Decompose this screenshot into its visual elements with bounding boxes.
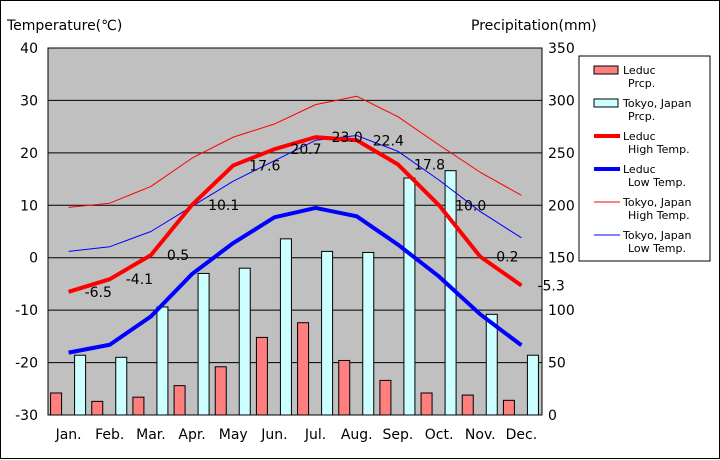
temp-line (68, 135, 522, 252)
right-tick-label: 350 (548, 41, 575, 57)
left-tick-label: 40 (20, 41, 38, 57)
left-tick-label: -10 (15, 303, 38, 319)
x-tick-label: Jun. (260, 427, 287, 443)
legend-label: Low Temp. (628, 176, 686, 189)
right-tick-label: 300 (548, 93, 575, 109)
precip-bar (297, 322, 310, 416)
precip-bar (461, 394, 474, 416)
right-tick-label: 150 (548, 251, 575, 267)
precip-bar (403, 177, 416, 416)
legend-label: High Temp. (628, 209, 690, 222)
precip-bar (485, 313, 498, 416)
left-tick-label: 0 (29, 251, 38, 267)
data-label: 23.0 (332, 130, 363, 146)
precip-bar (50, 392, 63, 416)
x-tick-label: Dec. (506, 427, 538, 443)
left-tick-label: 10 (20, 198, 38, 214)
precip-bar (214, 366, 227, 416)
data-label: 10.0 (455, 198, 486, 214)
legend-label: Tokyo, Japan (622, 229, 691, 242)
x-tick-label: Nov. (465, 427, 496, 443)
legend-label: Leduc (623, 130, 656, 143)
data-labels-group: -6.5 -4.1 0.5 10.1 17.6 20.7 23.0 22.4 17.8 10.0 0… (85, 130, 565, 301)
data-label: 0.5 (167, 248, 189, 264)
temp-line (68, 95, 522, 208)
left-tick-label: 30 (20, 93, 38, 109)
precip-bar (156, 306, 169, 416)
legend-box (578, 55, 711, 262)
precip-bar (420, 392, 433, 416)
x-tick-label: Oct. (425, 427, 454, 443)
legend-label: Prcp. (628, 77, 655, 90)
precip-bar (502, 399, 515, 416)
legend-label: High Temp. (628, 143, 690, 156)
x-tick-label: May (219, 427, 248, 443)
precip-bar (526, 354, 539, 416)
temp-line (67, 135, 523, 294)
precip-bar (279, 238, 292, 416)
precip-bar (379, 379, 392, 416)
precip-bar (132, 396, 145, 416)
x-tick-label: Apr. (178, 427, 205, 443)
bars-group (50, 170, 539, 416)
precip-bar (74, 354, 87, 416)
data-label: 22.4 (373, 133, 404, 149)
left-axis-title: Temperature(℃) (6, 18, 122, 34)
legend-swatch (593, 98, 619, 108)
grid-lines (48, 99, 542, 364)
precip-bar (338, 359, 351, 416)
data-label: -5.3 (537, 279, 564, 295)
legend-swatch (593, 65, 619, 75)
precip-bar (115, 356, 128, 416)
precip-bar (197, 272, 210, 416)
data-label: 17.6 (249, 158, 280, 174)
legend-label: Leduc (623, 163, 656, 176)
data-label: 0.2 (496, 250, 518, 266)
precip-bar (362, 251, 375, 416)
legend-label: Tokyo, Japan (622, 196, 691, 209)
legend-label: Prcp. (628, 110, 655, 123)
right-tick-label: 200 (548, 198, 575, 214)
legend-label: Leduc (623, 64, 656, 77)
x-tick-label: Feb. (95, 427, 124, 443)
precip-bar (91, 400, 104, 416)
x-tick-label: Jul. (304, 427, 326, 443)
precip-bar (255, 336, 268, 416)
x-tick-label: Jan. (55, 427, 82, 443)
legend-label: Tokyo, Japan (622, 97, 691, 110)
temp-line (68, 205, 523, 355)
axes-group: 403020100-10-20-30350300250200150100500J… (15, 41, 575, 443)
left-tick-label: -30 (15, 408, 38, 424)
right-tick-label: 0 (548, 408, 557, 424)
data-label: 17.8 (414, 157, 445, 173)
right-tick-label: 250 (548, 146, 575, 162)
x-tick-label: Aug. (341, 427, 373, 443)
precip-bar (321, 250, 334, 416)
right-axis-title: Precipitation(mm) (471, 18, 597, 34)
x-tick-label: Mar. (136, 427, 166, 443)
precip-bar (173, 385, 186, 416)
lines-group (67, 95, 523, 355)
x-tick-label: Sep. (382, 427, 413, 443)
data-label: -4.1 (126, 272, 153, 288)
right-tick-label: 100 (548, 303, 575, 319)
data-label: -6.5 (85, 285, 112, 301)
data-label: 10.1 (208, 198, 239, 214)
right-tick-label: 50 (548, 356, 566, 372)
precip-bar (238, 267, 251, 416)
left-tick-label: 20 (20, 146, 38, 162)
data-label: 20.7 (290, 142, 321, 158)
legend-label: Low Temp. (628, 242, 686, 255)
left-tick-label: -20 (15, 356, 38, 372)
